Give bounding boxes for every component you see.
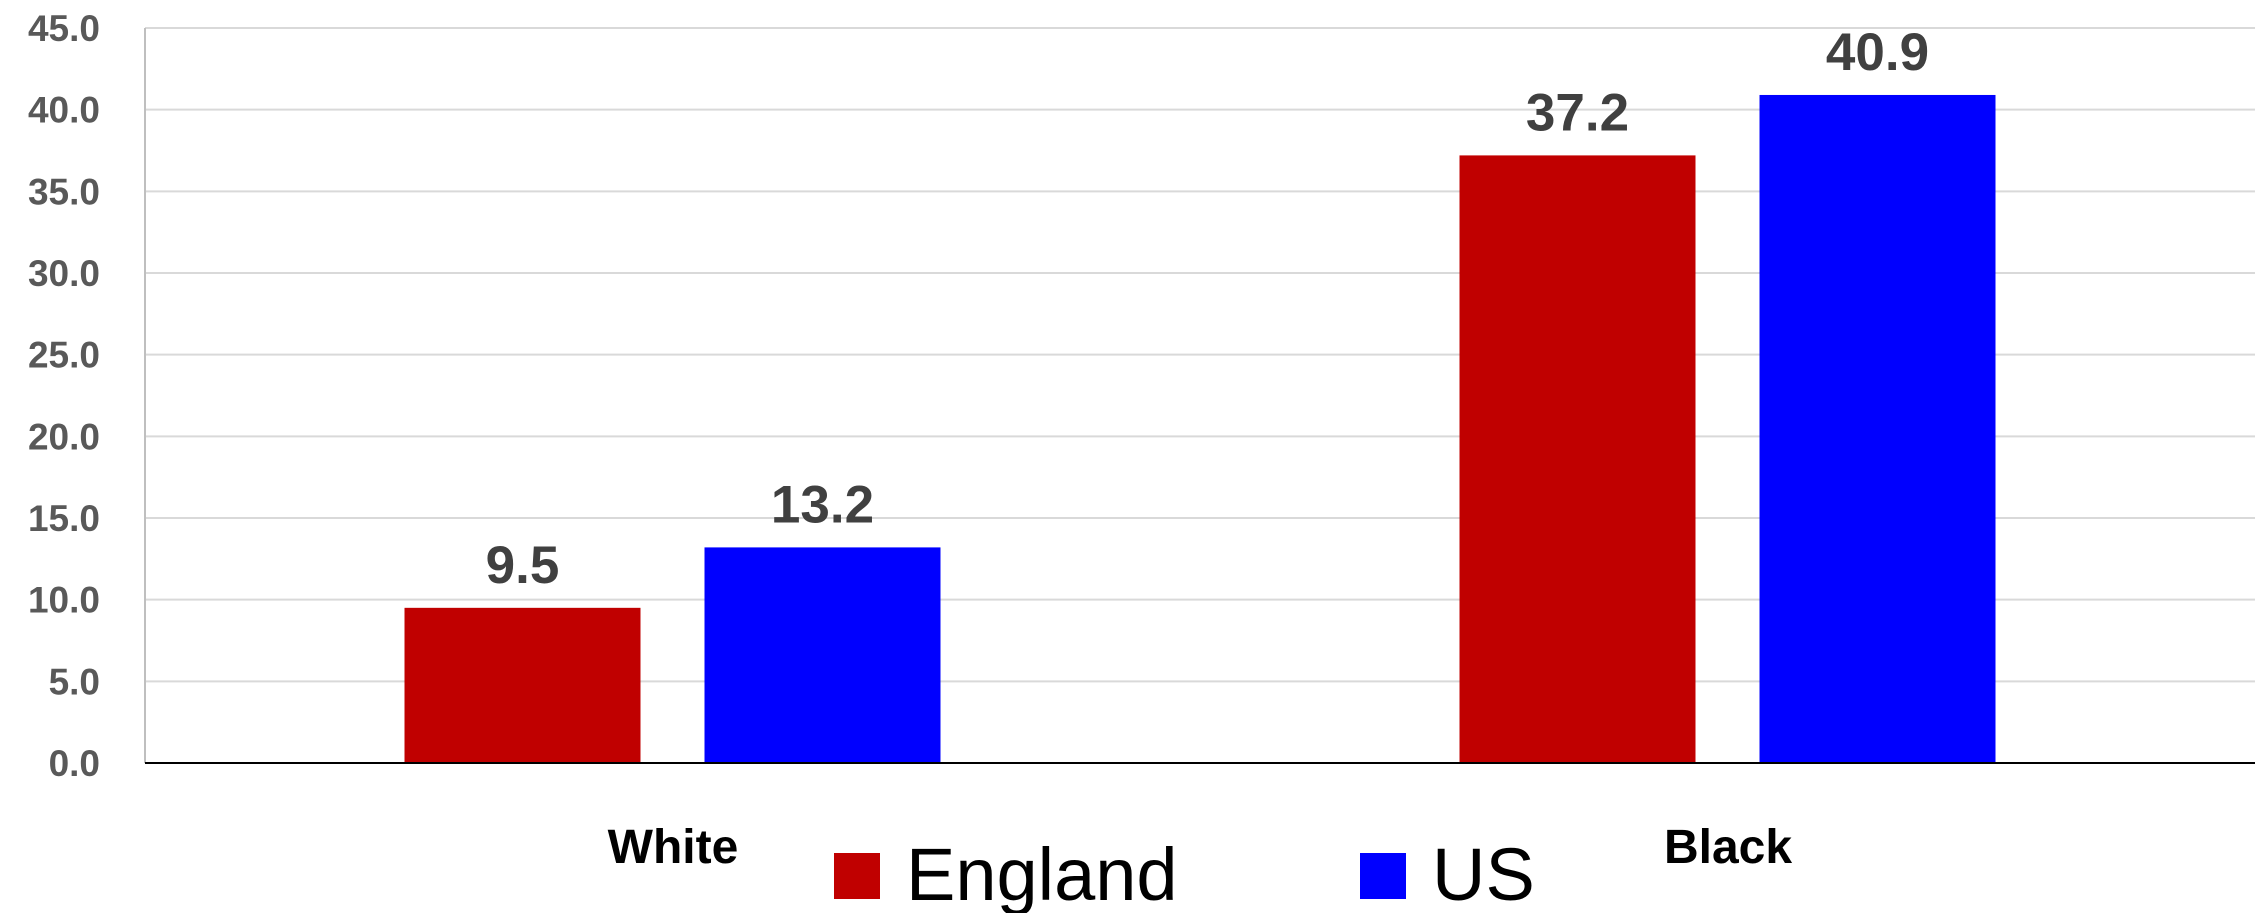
data-label: 13.2: [771, 475, 874, 534]
y-tick-label: 0.0: [49, 743, 100, 784]
y-tick-label: 30.0: [28, 253, 100, 294]
y-tick-label: 40.0: [28, 90, 100, 131]
bar-england-white: [404, 607, 641, 763]
category-label-white: White: [608, 821, 739, 874]
bar-us-white: [704, 547, 941, 763]
data-labels: 9.5 13.2 37.2 40.9: [486, 23, 1929, 595]
bars: [404, 94, 1996, 763]
y-axis-tick-labels: 0.0 5.0 10.0 15.0 20.0 25.0 30.0 35.0 40.0 45.0: [28, 8, 100, 784]
y-tick-label: 5.0: [49, 661, 100, 702]
legend-swatch-us: [1360, 853, 1406, 899]
y-tick-label: 35.0: [28, 171, 100, 212]
data-label: 9.5: [486, 536, 560, 595]
y-tick-label: 10.0: [28, 580, 100, 621]
bar-us-black: [1759, 94, 1996, 763]
y-tick-label: 25.0: [28, 335, 100, 376]
y-tick-label: 20.0: [28, 416, 100, 457]
gridlines: [145, 27, 2255, 683]
legend: England US: [834, 833, 1535, 913]
legend-swatch-england: [834, 853, 880, 899]
legend-label-england: England: [906, 833, 1178, 913]
y-tick-label: 45.0: [28, 8, 100, 49]
category-labels: White Black: [608, 821, 1793, 874]
data-label: 40.9: [1826, 23, 1929, 82]
y-tick-label: 15.0: [28, 498, 100, 539]
legend-label-us: US: [1432, 833, 1535, 913]
bar-england-black: [1459, 155, 1696, 763]
data-label: 37.2: [1526, 83, 1629, 142]
category-label-black: Black: [1664, 821, 1792, 874]
